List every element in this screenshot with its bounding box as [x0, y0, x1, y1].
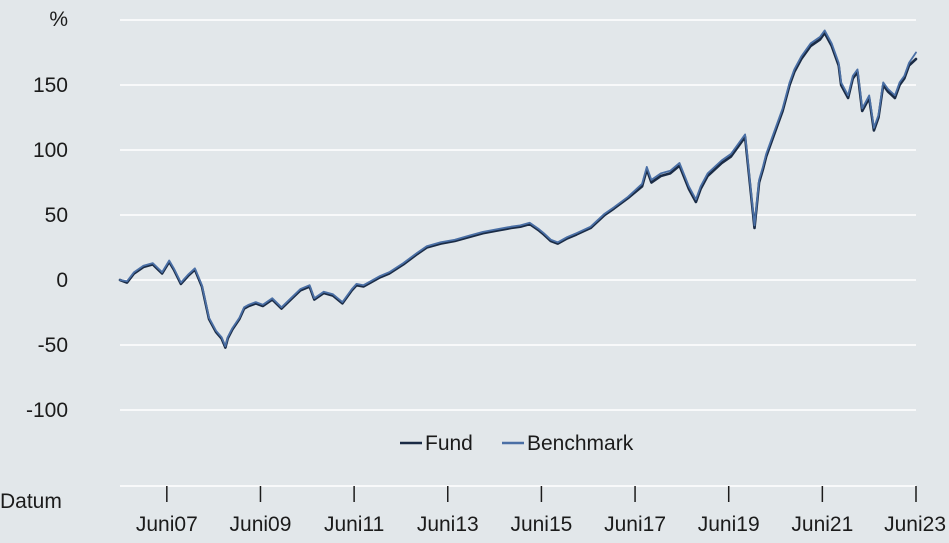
y-tick-label: -100 — [26, 399, 68, 422]
y-tick-label: -50 — [38, 334, 68, 357]
x-tick-label: Juni21 — [791, 513, 853, 536]
x-tick-label: Juni07 — [136, 513, 198, 536]
x-tick-label: Juni17 — [604, 513, 666, 536]
y-tick-label: 0 — [56, 269, 68, 292]
series-line-benchmark — [119, 29, 917, 348]
y-tick-label: 150 — [33, 74, 68, 97]
x-axis-label: Datum — [0, 490, 62, 513]
y-tick-label: 100 — [33, 139, 68, 162]
x-tick-label: Juni23 — [884, 513, 946, 536]
x-axis: Juni07 Juni09 Juni11 Juni13 Juni15 Juni17 Juni… — [120, 485, 946, 536]
x-tick-label: Juni15 — [510, 513, 572, 536]
y-axis-tick-labels: -100 -50 0 50 100 150 — [26, 74, 68, 422]
x-tick-label: Juni11 — [324, 513, 384, 536]
legend: Fund Benchmark — [400, 432, 634, 455]
series-line-fund — [118, 31, 918, 349]
legend-label-benchmark: Benchmark — [527, 432, 634, 455]
x-tick-label: Juni09 — [230, 513, 292, 536]
y-axis-unit-label: % — [49, 8, 68, 31]
legend-label-fund: Fund — [425, 432, 473, 455]
x-tick-label: Juni13 — [417, 513, 479, 536]
y-tick-label: 50 — [45, 204, 68, 227]
x-tick-label: Juni19 — [698, 513, 760, 536]
grid-lines — [120, 19, 916, 411]
series-lines — [118, 29, 918, 349]
